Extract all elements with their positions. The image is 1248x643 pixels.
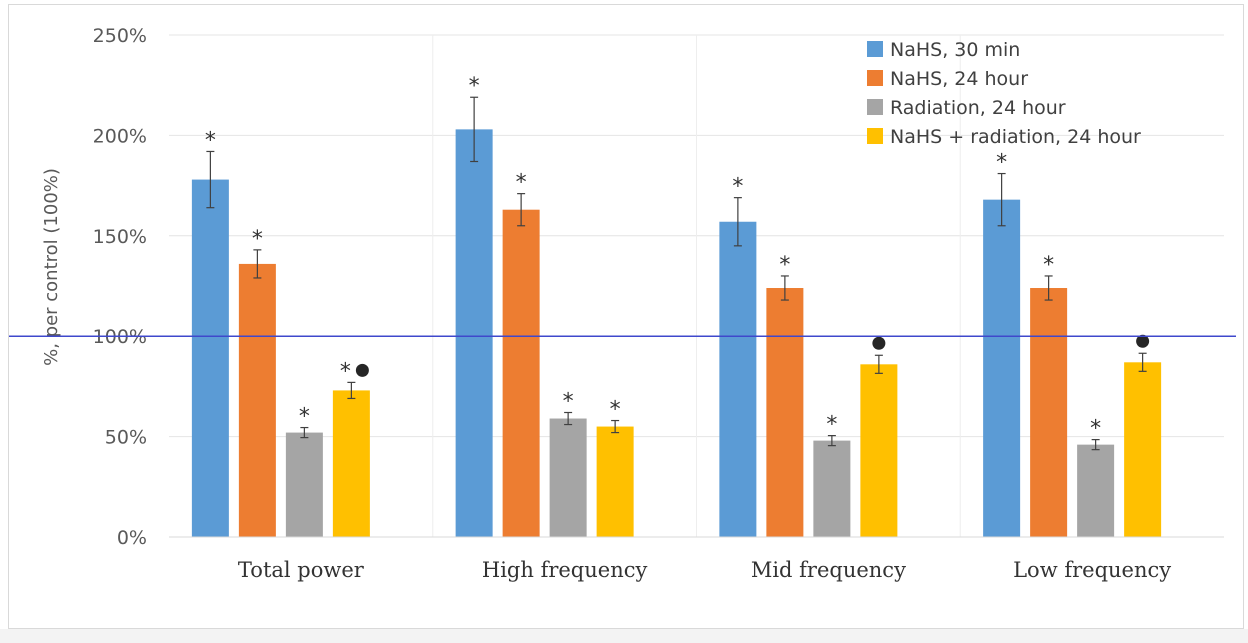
bars: * * * * * * * * * * * * * * (191, 74, 1162, 538)
significance-star: * (516, 171, 527, 196)
x-category-label: High frequency (482, 558, 648, 582)
significance-star: * (1090, 417, 1101, 442)
bar (455, 129, 493, 537)
x-category-label: Total power (238, 558, 365, 582)
bar (1124, 362, 1162, 537)
legend-swatch (867, 128, 883, 144)
bar (191, 179, 229, 538)
bar (596, 426, 634, 537)
y-tick-label: 50% (105, 427, 147, 449)
bar (719, 221, 757, 537)
bar (285, 432, 323, 537)
bar (549, 418, 587, 537)
bar-chart: 0% 50% 100% 150% 200% 250% %, per control (10… (9, 25, 1236, 582)
significance-star: * (826, 413, 837, 438)
legend-swatch (867, 99, 883, 115)
bar (502, 209, 540, 538)
legend-swatch (867, 70, 883, 86)
significance-star: * (779, 253, 790, 278)
y-tick-label: 100% (93, 326, 147, 348)
legend-swatch (867, 41, 883, 57)
significance-star: * (469, 74, 480, 99)
x-category-label: Mid frequency (751, 558, 906, 582)
bar (1077, 444, 1115, 537)
significance-star: * (610, 398, 621, 423)
chart-frame: 0% 50% 100% 150% 200% 250% %, per control (10… (8, 4, 1244, 629)
y-axis: 0% 50% 100% 150% 200% 250% (93, 25, 147, 549)
significance-star: * (205, 128, 216, 153)
bar (238, 263, 276, 537)
legend-label: NaHS + radiation, 24 hour (890, 126, 1141, 148)
significance-star: * (252, 227, 263, 252)
y-tick-label: 0% (117, 527, 147, 549)
legend-label: Radiation, 24 hour (890, 97, 1066, 119)
y-tick-label: 250% (93, 25, 147, 47)
bar (1030, 288, 1068, 537)
significance-dot (355, 363, 369, 377)
y-tick-label: 150% (93, 226, 147, 248)
y-tick-label: 200% (93, 125, 147, 147)
bar (983, 199, 1021, 537)
bar (332, 390, 370, 537)
bottom-strip (0, 629, 1248, 643)
y-axis-label: %, per control (100%) (41, 168, 62, 366)
bar (860, 364, 898, 537)
bar (813, 440, 851, 537)
significance-star: * (340, 359, 351, 384)
significance-star: * (996, 151, 1007, 176)
legend-label: NaHS, 24 hour (890, 68, 1028, 90)
legend: NaHS, 30 min NaHS, 24 hour Radiation, 24 h… (867, 39, 1141, 148)
significance-star: * (563, 390, 574, 415)
legend-label: NaHS, 30 min (890, 39, 1020, 61)
x-category-label: Low frequency (1013, 558, 1171, 582)
significance-star: * (299, 405, 310, 430)
significance-star: * (1043, 253, 1054, 278)
significance-dot (1136, 334, 1150, 348)
significance-dot (872, 336, 886, 350)
significance-star: * (732, 175, 743, 200)
x-axis: Total power High frequency Mid frequency Lo… (169, 536, 1224, 582)
bar (766, 288, 804, 537)
